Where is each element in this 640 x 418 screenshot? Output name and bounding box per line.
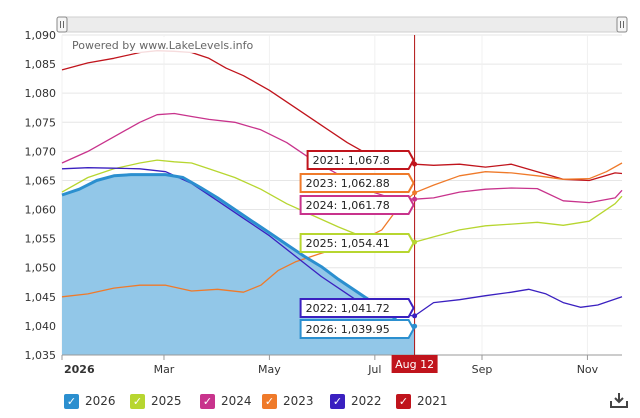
y-tick-label: 1,035 (25, 349, 57, 362)
scrollbar-handle-right[interactable] (616, 16, 628, 33)
y-tick-label: 1,080 (25, 87, 57, 100)
check-icon: ✓ (330, 393, 345, 409)
tooltip-marker (412, 313, 418, 319)
tooltip-2024: 2024: 1,061.78 (299, 195, 418, 215)
legend-label: 2026 (85, 394, 116, 408)
legend: ✓ 2026 ✓ 2025 ✓ 2024 ✓ 2023 ✓ 2022 ✓ 2021 (0, 388, 640, 414)
legend-item-2021[interactable]: ✓ 2021 (396, 392, 448, 410)
tooltip-text: 2024: 1,061.78 (306, 199, 390, 212)
tooltip-2026: 2026: 1,039.95 (299, 319, 418, 339)
check-icon: ✓ (200, 393, 215, 409)
legend-item-2025[interactable]: ✓ 2025 (130, 392, 182, 410)
legend-label: 2021 (417, 394, 448, 408)
tooltip-box (299, 233, 415, 253)
download-button[interactable] (608, 390, 630, 410)
tooltip-box (299, 319, 415, 339)
y-tick-label: 1,045 (25, 291, 57, 304)
y-tick-label: 1,070 (25, 145, 57, 158)
y-axis: 1,035 1,040 1,045 1,050 1,055 1,060 1,065 1,070… (25, 29, 57, 362)
y-tick-label: 1,075 (25, 116, 57, 129)
tooltip-marker (412, 196, 418, 202)
tooltip-text: 2025: 1,054.41 (306, 237, 390, 250)
tooltip-text: 2022: 1,041.72 (306, 302, 390, 315)
x-tick-label: Mar (154, 363, 175, 376)
tooltip-box (299, 195, 415, 215)
tooltip-marker (412, 190, 418, 196)
x-axis: 2026 Mar May Jul Sep Nov (61, 354, 622, 376)
x-tick-label: May (258, 363, 281, 376)
legend-item-2022[interactable]: ✓ 2022 (330, 392, 382, 410)
tooltip-2023: 2023: 1,062.88 (299, 173, 418, 196)
y-tick-label: 1,090 (25, 29, 57, 42)
check-icon: ✓ (64, 393, 79, 409)
series-line-2026 (61, 173, 415, 328)
x-tick-label: Sep (472, 363, 493, 376)
x-tick-label: Jul (367, 363, 381, 376)
legend-label: 2025 (151, 394, 182, 408)
legend-label: 2024 (221, 394, 252, 408)
tooltip-box (299, 173, 415, 193)
x-tick-label: Nov (577, 363, 599, 376)
tooltip-2025: 2025: 1,054.41 (299, 233, 418, 253)
y-tick-label: 1,055 (25, 233, 57, 246)
check-icon: ✓ (396, 393, 411, 409)
check-icon: ✓ (130, 393, 145, 409)
y-tick-label: 1,040 (25, 320, 57, 333)
legend-label: 2022 (351, 394, 382, 408)
y-tick-label: 1,050 (25, 262, 57, 275)
tooltip-marker (412, 323, 418, 329)
tooltip-2022: 2022: 1,041.72 (299, 298, 418, 319)
legend-item-2023[interactable]: ✓ 2023 (262, 392, 314, 410)
crosshair-label-bg (391, 355, 438, 373)
download-icon (610, 393, 628, 408)
tooltip-box (306, 150, 415, 170)
tooltip-text: 2026: 1,039.95 (306, 323, 390, 336)
legend-item-2024[interactable]: ✓ 2024 (200, 392, 252, 410)
watermark-text: Powered by www.LakeLevels.info (72, 39, 254, 52)
crosshair-label: Aug 12 (395, 358, 434, 371)
lake-level-chart: 1,035 1,040 1,045 1,050 1,055 1,060 1,065 1,070… (24, 16, 628, 376)
tooltip-text: 2023: 1,062.88 (306, 177, 390, 190)
legend-label: 2023 (283, 394, 314, 408)
tooltip-2021: 2021: 1,067.8 (306, 150, 418, 170)
legend-item-2026[interactable]: ✓ 2026 (64, 392, 116, 410)
y-tick-label: 1,060 (25, 204, 57, 217)
y-tick-label: 1,085 (25, 58, 57, 71)
tooltip-marker (412, 239, 418, 245)
tooltips: 2021: 1,067.8 2023: 1,062.88 2024: 1,061.7… (299, 150, 418, 339)
series-line-2025 (61, 159, 623, 243)
tooltip-marker (412, 161, 418, 167)
check-icon: ✓ (262, 393, 277, 409)
x-tick-label: 2026 (64, 363, 95, 376)
tooltip-box (299, 298, 415, 318)
y-tick-label: 1,065 (25, 174, 57, 187)
watermark-bg (66, 37, 231, 53)
range-scrollbar[interactable] (61, 16, 627, 33)
tooltip-text: 2021: 1,067.8 (313, 154, 390, 167)
scrollbar-handle-left[interactable] (56, 16, 68, 33)
